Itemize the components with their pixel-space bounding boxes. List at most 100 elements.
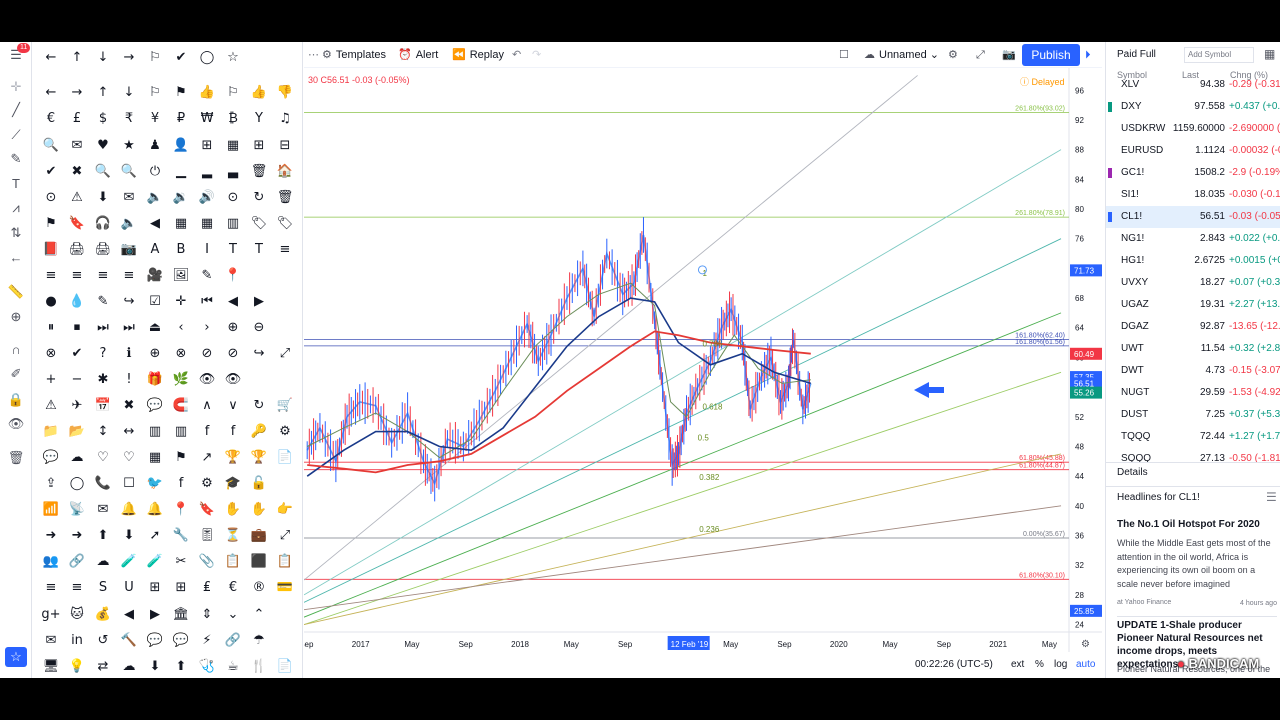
- picker-icon[interactable]: ▃: [228, 164, 238, 179]
- picker-icon[interactable]: 🔗: [68, 554, 86, 569]
- picker-icon[interactable]: ⚑: [175, 450, 187, 465]
- watchlist-row[interactable]: XLV 94.38 -0.29 (-0.31%): [1106, 74, 1280, 96]
- picker-icon[interactable]: ✉: [97, 502, 109, 517]
- watchlist-row[interactable]: CL1! 56.51 -0.03 (-0.05%): [1106, 206, 1280, 228]
- picker-icon[interactable]: ✔: [71, 346, 83, 361]
- picker-icon[interactable]: f: [178, 476, 184, 491]
- picker-icon[interactable]: ₹: [124, 111, 134, 126]
- picker-icon[interactable]: ←: [45, 50, 57, 65]
- picker-icon[interactable]: 🔈: [146, 190, 164, 205]
- lock-icon[interactable]: 🔒: [7, 392, 25, 407]
- picker-icon[interactable]: ⬇: [97, 190, 109, 205]
- picker-icon[interactable]: +: [45, 372, 57, 387]
- watchlist-row[interactable]: DGAZ 92.87 -13.65 (-12.81%): [1106, 316, 1280, 338]
- picker-icon[interactable]: ≡: [45, 268, 57, 283]
- picker-icon[interactable]: ∨: [228, 398, 238, 413]
- picker-icon[interactable]: ✎: [201, 268, 213, 283]
- picker-icon[interactable]: 🎧: [94, 216, 112, 231]
- picker-icon[interactable]: 🖨: [94, 242, 112, 257]
- picker-icon[interactable]: 🗑: [276, 190, 294, 205]
- picker-icon[interactable]: 🏆: [224, 450, 242, 465]
- picker-icon[interactable]: ↗: [201, 450, 213, 465]
- picker-icon[interactable]: ☆: [227, 50, 239, 65]
- picker-icon[interactable]: 📄: [299, 161, 302, 183]
- picker-icon[interactable]: ®: [252, 580, 266, 595]
- picker-icon[interactable]: ∧: [202, 398, 212, 413]
- picker-icon[interactable]: 📷: [120, 242, 138, 257]
- picker-icon[interactable]: 📞: [94, 476, 112, 491]
- picker-icon[interactable]: 💰: [94, 607, 112, 622]
- picker-icon[interactable]: 🔔: [120, 502, 138, 517]
- picker-icon[interactable]: 💬: [146, 633, 164, 648]
- watchlist-row[interactable]: NUGT 29.59 -1.53 (-4.92%): [1106, 382, 1280, 404]
- layout-name-button[interactable]: ☁ Unnamed ⌄: [864, 46, 939, 64]
- alert-button[interactable]: ⏰ Alert: [398, 46, 438, 64]
- picker-icon[interactable]: ➜: [71, 528, 83, 543]
- picker-icon[interactable]: ?: [99, 346, 107, 361]
- picker-icon[interactable]: ⊞: [149, 580, 161, 595]
- picker-icon[interactable]: 📡: [68, 502, 86, 517]
- text-tool-icon[interactable]: T: [12, 176, 20, 191]
- picker-icon[interactable]: ≡: [71, 268, 83, 283]
- picker-icon[interactable]: ▦: [148, 450, 162, 465]
- picker-icon[interactable]: 👁: [224, 372, 242, 387]
- picker-icon[interactable]: 👥: [42, 554, 60, 569]
- picker-icon[interactable]: ◀: [150, 216, 160, 231]
- news-headline[interactable]: The No.1 Oil Hotspot For 2020: [1117, 519, 1260, 530]
- picker-icon[interactable]: ⇪: [45, 476, 57, 491]
- picker-icon[interactable]: 🖼: [172, 268, 190, 283]
- picker-icon[interactable]: ▦: [200, 216, 214, 231]
- picker-icon[interactable]: ✖: [123, 398, 135, 413]
- ext-toggle[interactable]: ext: [1011, 659, 1025, 670]
- picker-icon[interactable]: ☕: [227, 659, 239, 674]
- picker-icon[interactable]: 👁: [198, 372, 216, 387]
- picker-icon[interactable]: ♟: [149, 138, 161, 153]
- picker-icon[interactable]: ✋: [250, 502, 268, 517]
- picker-icon[interactable]: 🔧: [172, 528, 190, 543]
- picker-icon[interactable]: ☁: [70, 450, 84, 465]
- picker-icon[interactable]: ₿: [228, 111, 238, 126]
- picker-icon[interactable]: ⬛: [250, 554, 268, 569]
- picker-icon[interactable]: 🖨: [68, 242, 86, 257]
- eye-icon[interactable]: 👁: [7, 416, 25, 431]
- picker-icon[interactable]: 🛒: [276, 398, 294, 413]
- picker-icon[interactable]: ▶: [150, 607, 160, 622]
- picker-icon[interactable]: 💼: [250, 528, 268, 543]
- picker-icon[interactable]: 📍: [224, 268, 242, 283]
- replay-button[interactable]: ⏪ Replay: [452, 46, 504, 64]
- col-last[interactable]: Last: [1182, 70, 1200, 80]
- picker-icon[interactable]: →: [123, 50, 135, 65]
- picker-icon[interactable]: ✱: [97, 372, 109, 387]
- picker-icon[interactable]: ➜: [45, 528, 57, 543]
- picker-icon[interactable]: ◯: [69, 476, 85, 491]
- picker-icon[interactable]: ⏮: [201, 294, 213, 309]
- picker-icon[interactable]: ⤢: [279, 528, 291, 543]
- picker-icon[interactable]: ⊙: [45, 190, 57, 205]
- picker-icon[interactable]: ▦: [226, 138, 240, 153]
- picker-icon[interactable]: ↻: [253, 190, 265, 205]
- picker-icon[interactable]: ▶: [254, 294, 264, 309]
- picker-icon[interactable]: ⚠: [45, 398, 57, 413]
- picker-icon[interactable]: T: [229, 242, 237, 257]
- fullscreen-icon[interactable]: ⤢: [976, 49, 985, 61]
- favorites-star-icon[interactable]: ☆: [5, 647, 27, 667]
- watchlist-row[interactable]: SQQQ 27.13 -0.50 (-1.81%): [1106, 448, 1280, 470]
- picker-icon[interactable]: 🔖: [68, 216, 86, 231]
- picker-icon[interactable]: 🏷: [276, 216, 294, 231]
- picker-icon[interactable]: A: [150, 242, 160, 257]
- watchlist-row[interactable]: DUST 7.25 +0.37 (+5.38%): [1106, 404, 1280, 426]
- settings-icon[interactable]: ⚙: [948, 49, 958, 61]
- watchlist-row[interactable]: UVXY 18.27 +0.07 (+0.38%): [1106, 272, 1280, 294]
- picker-icon[interactable]: 🔖: [198, 502, 216, 517]
- play-circle-icon[interactable]: ⏵: [1085, 49, 1091, 61]
- picker-icon[interactable]: ↪: [253, 346, 265, 361]
- pattern-tool-icon[interactable]: ⩘: [12, 200, 20, 215]
- picker-icon[interactable]: 🧪: [146, 554, 164, 569]
- picker-icon[interactable]: ↓: [97, 50, 109, 65]
- picker-icon[interactable]: ⬆: [175, 659, 187, 674]
- picker-icon[interactable]: ➚: [149, 528, 161, 543]
- watchlist-row[interactable]: EURUSD 1.1124 -0.00032 (-0.03%): [1106, 140, 1280, 162]
- picker-icon[interactable]: ⏭: [123, 320, 135, 335]
- picker-icon[interactable]: 📄: [276, 659, 294, 674]
- picker-icon[interactable]: f: [204, 424, 210, 439]
